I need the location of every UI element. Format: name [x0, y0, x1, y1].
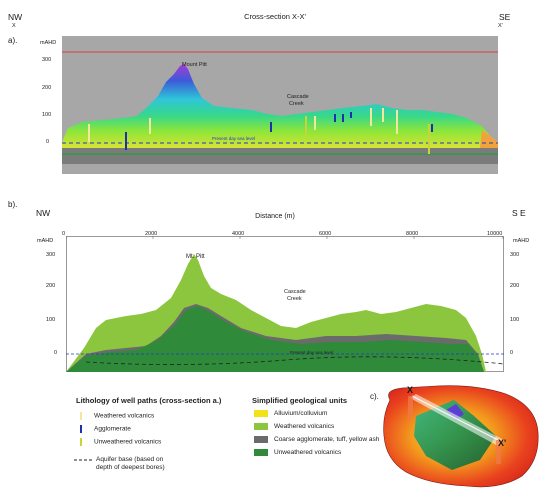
panel-b-xtick-2000: 2000	[145, 231, 158, 237]
well-path	[334, 114, 336, 122]
panel-b-ytick-300-right: 300	[510, 252, 520, 258]
unit-label: Alluvium/colluvium	[274, 410, 328, 418]
panel-b-left-direction: NW	[36, 208, 51, 218]
well-path	[88, 124, 90, 142]
well-path	[149, 118, 151, 134]
units-legend-title: Simplified geological units	[252, 396, 348, 405]
panel-a-terrain	[62, 64, 498, 148]
island-interior-terrain	[414, 400, 496, 470]
well-path	[370, 108, 372, 126]
panel-b-sea-level-label: Present day sea level	[290, 350, 334, 355]
panel-b-aquifer-base-line	[85, 356, 504, 365]
well-strip	[496, 440, 501, 464]
unit-label: Coarse agglomerate, tuff, yellow ash	[274, 436, 380, 444]
panel-a-ytick-300: 300	[42, 57, 52, 63]
panel-a-right-direction: SE	[499, 12, 511, 22]
unit-label: Weathered volcanics	[274, 423, 335, 431]
panel-a-terrain-edge	[480, 130, 498, 148]
lithology-swatch	[80, 425, 82, 433]
well-path	[305, 116, 307, 136]
lithology-item-weathered: Weathered volcanics	[80, 412, 154, 420]
well-path	[428, 124, 430, 154]
well-path	[125, 132, 127, 150]
unit-item-weathered: Weathered volcanics	[254, 423, 334, 430]
unit-swatch	[254, 423, 268, 430]
panel-a-ytick-100: 100	[42, 112, 52, 118]
panel-a-unit: mAHD	[40, 40, 57, 46]
panel-b-ytick-300-left: 300	[46, 252, 56, 258]
panel-b-creek-label-line2: Creek	[287, 296, 302, 302]
panel-a-creek-label-line2: Creek	[289, 101, 304, 107]
panel-b-xtick-8000: 8000	[406, 231, 419, 237]
panel-b-unit-right: mAHD	[513, 238, 530, 244]
panel-a-label: a).	[8, 36, 18, 45]
well-path	[396, 110, 398, 134]
lithology-swatch	[80, 412, 82, 420]
unit-item-coarse: Coarse agglomerate, tuff, yellow ash	[254, 436, 379, 443]
panel-c-marker-x: X	[407, 385, 414, 395]
well-path	[431, 124, 433, 132]
panel-c-label: c).	[370, 392, 379, 401]
well-path	[342, 114, 344, 122]
aquifer-base-swatch	[74, 459, 94, 461]
panel-a-left-marker: X	[12, 23, 16, 29]
unit-swatch	[254, 449, 268, 456]
well-path	[382, 108, 384, 122]
panel-a-right-marker: X'	[498, 23, 503, 29]
panel-b-xtick-6000: 6000	[319, 231, 332, 237]
lithology-legend-title: Lithology of well paths (cross-section a…	[76, 396, 222, 405]
panel-b-label: b).	[8, 200, 18, 209]
well-strip	[408, 396, 413, 418]
unit-label: Unweathered volcanics	[274, 449, 342, 457]
lithology-label: Unweathered volcanics	[94, 438, 162, 446]
lithology-item-agglomerate: Agglomerate	[80, 425, 131, 433]
panel-b-cross-section	[66, 236, 504, 372]
lithology-swatch	[80, 438, 82, 446]
panel-b-ytick-0-right: 0	[510, 350, 514, 356]
panel-a-sea-level-label: Present day sea level	[212, 136, 256, 141]
island-summit	[446, 404, 464, 420]
panel-a-well-paths	[88, 108, 433, 154]
lithology-label: Weathered volcanics	[94, 412, 155, 420]
unit-item-unweathered: Unweathered volcanics	[254, 449, 341, 456]
aquifer-base-label-line2: depth of deepest bores)	[96, 464, 165, 471]
unit-swatch	[254, 436, 268, 443]
unit-swatch	[254, 410, 268, 417]
well-path	[350, 112, 352, 118]
panel-b-ytick-200-left: 200	[46, 283, 56, 289]
panel-b-ytick-0-left: 0	[54, 350, 58, 356]
panel-b-ticks	[66, 236, 504, 239]
unit-item-alluvium: Alluvium/colluvium	[254, 410, 327, 417]
panel-b-creek-label-line1: Cascade	[284, 289, 306, 295]
panel-b-right-direction: S E	[512, 208, 526, 218]
lithology-item-unweathered: Unweathered volcanics	[80, 438, 161, 446]
panel-b-xtick-4000: 4000	[232, 231, 245, 237]
panel-a-ytick-200: 200	[42, 85, 52, 91]
panel-b-xtick-10000: 10000	[487, 231, 503, 237]
panel-b-ytick-100-right: 100	[510, 317, 520, 323]
panel-b-xtick-0: 0	[62, 231, 66, 237]
panel-b-unweathered-volcanics	[66, 306, 484, 372]
panel-b-peak-label: Mt. Pitt	[186, 254, 205, 260]
panel-b-xlabel: Distance (m)	[255, 213, 295, 220]
panel-a-ytick-0: 0	[46, 139, 50, 145]
well-path	[270, 122, 272, 132]
panel-c-marker-x-prime: X'	[498, 438, 507, 448]
panel-a-base-block	[62, 146, 498, 164]
panel-b-unit-left: mAHD	[37, 238, 54, 244]
panel-a-peak-label: Mount Pitt	[182, 62, 207, 68]
well-path	[314, 116, 316, 130]
panel-a-creek-label-line1: Cascade	[287, 94, 309, 100]
panel-a-left-direction: NW	[8, 12, 23, 22]
panel-b-ytick-200-right: 200	[510, 283, 520, 289]
panel-c-island-map	[383, 385, 539, 488]
cross-section-line	[411, 395, 503, 443]
panel-a-title: Cross-section X-X'	[244, 12, 306, 21]
panel-b-ytick-100-left: 100	[46, 317, 56, 323]
aquifer-base-label-line1: Aquifer base (based on	[96, 456, 164, 463]
lithology-label: Agglomerate	[94, 425, 131, 433]
panel-a-3d-section	[62, 36, 498, 174]
